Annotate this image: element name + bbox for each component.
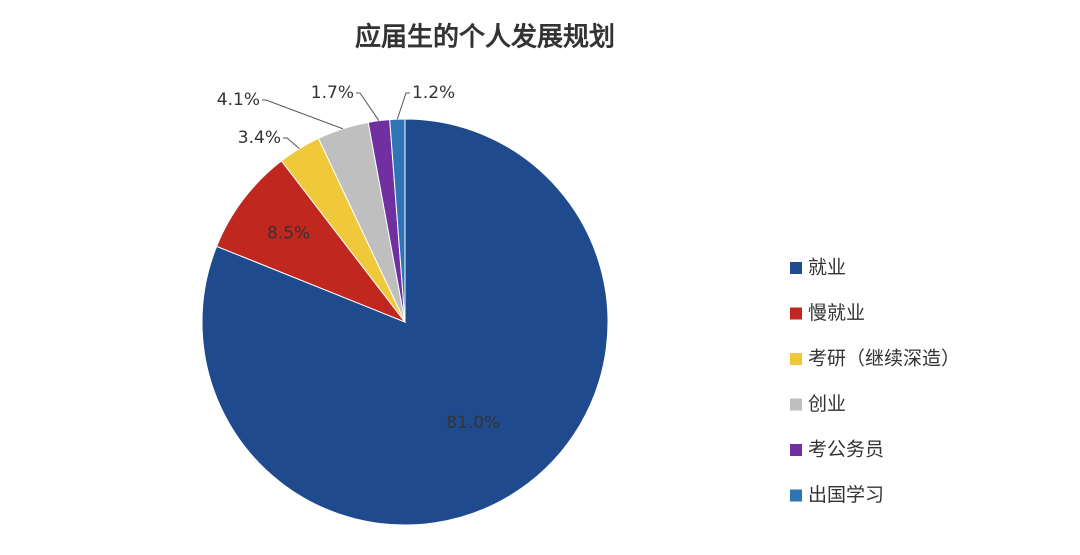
legend-swatch <box>790 307 802 320</box>
legend-swatch <box>790 398 802 411</box>
data-label: 3.4% <box>238 128 281 148</box>
data-label: 1.7% <box>311 83 354 103</box>
data-label: 1.2% <box>412 83 455 103</box>
legend-swatch <box>790 353 802 365</box>
legend-swatch <box>790 444 802 456</box>
legend-label: 就业 <box>808 257 846 279</box>
legend-swatch <box>790 262 802 274</box>
leader-line <box>283 137 300 150</box>
leader-line <box>262 99 343 130</box>
data-label: 4.1% <box>217 90 260 110</box>
legend-label: 创业 <box>808 393 846 415</box>
pie-slice <box>215 160 407 324</box>
legend-label: 出国学习 <box>808 484 884 506</box>
legend-label: 考公务员 <box>808 439 884 461</box>
data-label: 81.0% <box>446 413 500 433</box>
pie-slice <box>389 118 406 323</box>
leader-line <box>356 92 380 121</box>
legend-label: 考研（继续深造） <box>808 348 960 370</box>
leader-line <box>396 92 410 120</box>
legend-label: 慢就业 <box>808 302 865 324</box>
data-label: 8.5% <box>267 224 310 244</box>
chart-title: 应届生的个人发展规划 <box>355 22 615 53</box>
legend-swatch <box>790 489 802 502</box>
